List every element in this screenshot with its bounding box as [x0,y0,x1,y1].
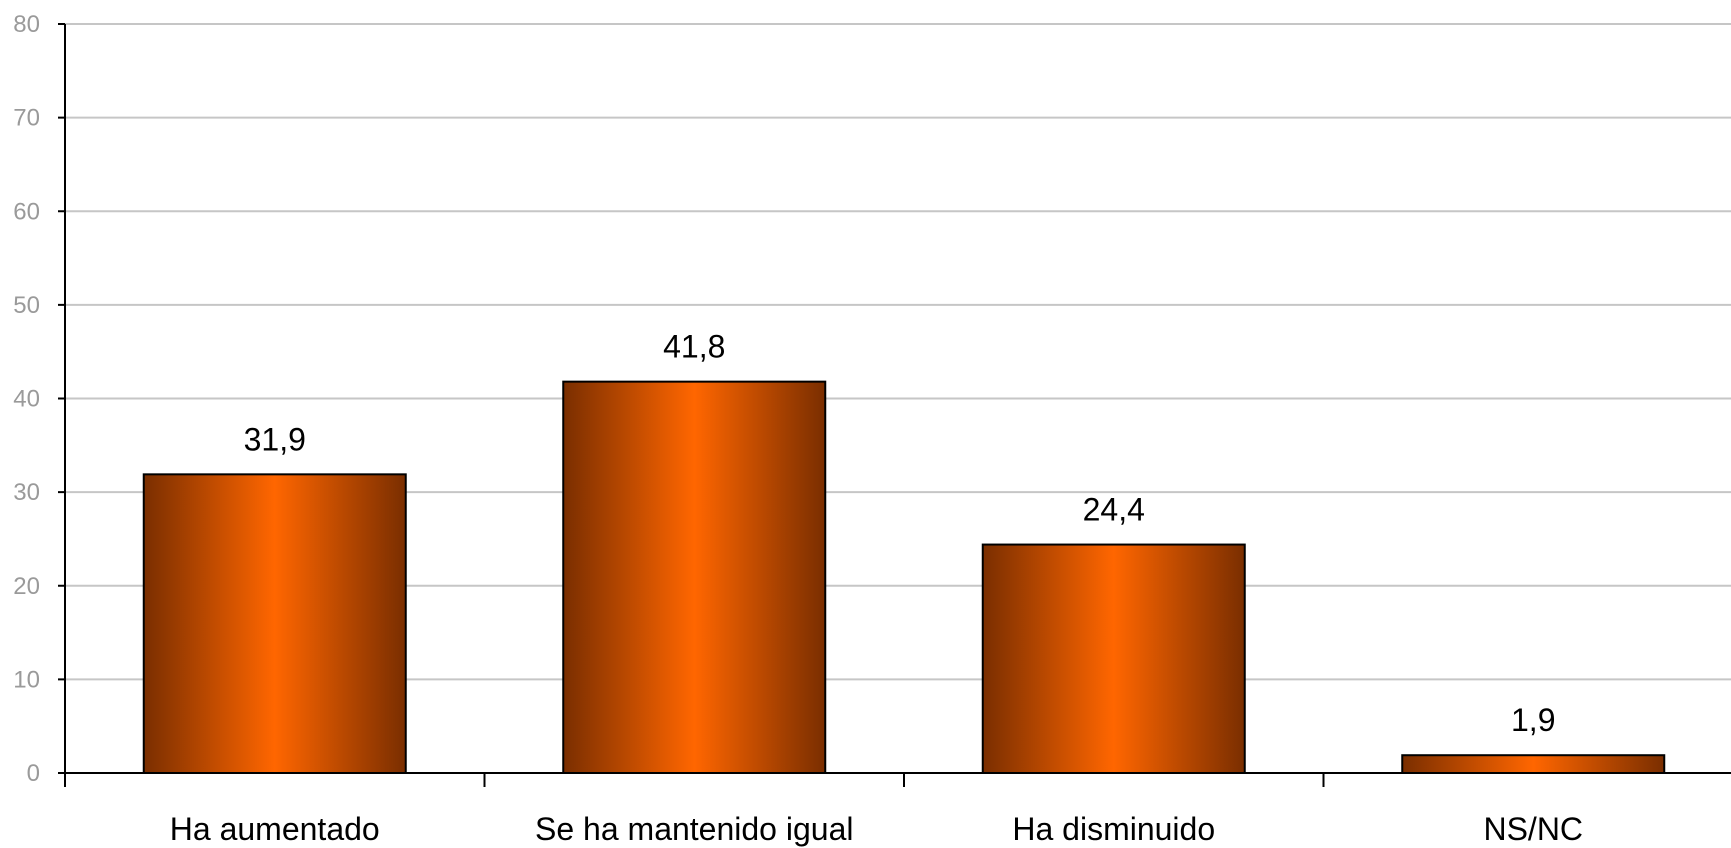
category-label-3: Ha disminuido [1012,811,1215,847]
bar-4 [1401,754,1666,774]
y-tick-label-70: 70 [13,105,40,132]
data-label-1: 31,9 [244,421,306,457]
y-tick-label-10: 10 [13,666,40,693]
category-label-2: Se ha mantenido igual [535,811,853,847]
data-labels: 31,9 41,8 24,4 1,9 [244,329,1556,739]
y-tick-label-40: 40 [13,386,40,413]
y-tick-label-30: 30 [13,479,40,506]
y-tick-label-0: 0 [27,760,40,787]
y-tick-label-20: 20 [13,573,40,600]
category-label-4: NS/NC [1483,811,1583,847]
bar-1 [142,473,407,774]
bar-2 [562,380,827,774]
data-label-2: 41,8 [663,329,725,365]
bar-3 [981,543,1246,774]
category-label-1: Ha aumentado [170,811,380,847]
y-axis-tick-labels: 0 10 20 30 40 50 60 70 80 [13,11,65,787]
y-tick-label-80: 80 [13,11,40,38]
data-label-4: 1,9 [1511,702,1555,738]
bars [142,380,1666,774]
x-axis-category-labels: Ha aumentado Se ha mantenido igual Ha dism… [170,811,1583,847]
y-tick-label-60: 60 [13,198,40,225]
data-label-3: 24,4 [1083,492,1145,528]
x-axis [64,24,1731,787]
y-tick-label-50: 50 [13,292,40,319]
